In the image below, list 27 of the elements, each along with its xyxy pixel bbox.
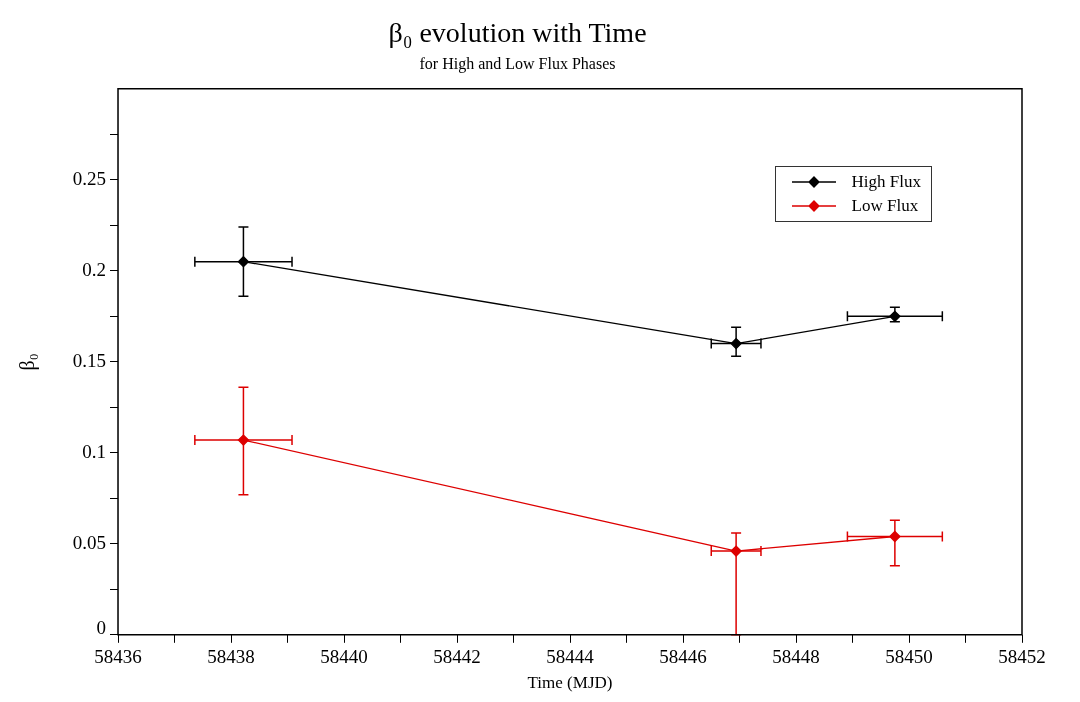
x-tick-label: 58446 bbox=[659, 646, 707, 668]
y-tick-label: 0 bbox=[96, 616, 106, 638]
y-tick-label: 0.05 bbox=[72, 531, 106, 553]
point bbox=[889, 310, 901, 322]
x-tick-label: 58436 bbox=[94, 646, 142, 668]
point bbox=[730, 337, 742, 350]
legend-label: High Flux bbox=[851, 171, 921, 193]
y-axis-title: β₀ bbox=[16, 353, 40, 371]
x-tick-label: 58448 bbox=[772, 646, 820, 668]
y-tick-label: 0.25 bbox=[72, 167, 106, 189]
point bbox=[889, 530, 901, 543]
y-tick-label: 0.1 bbox=[82, 440, 106, 462]
chart-subtitle: for High and Low Flux Phases bbox=[419, 55, 616, 74]
x-tick-label: 58440 bbox=[320, 646, 368, 668]
x-tick-label: 58438 bbox=[207, 646, 255, 668]
y-tick-label: 0.15 bbox=[72, 349, 106, 371]
legend-label: Low Flux bbox=[851, 195, 919, 217]
point bbox=[237, 434, 250, 446]
chart-title: β₀ evolution with Time bbox=[388, 17, 647, 49]
x-axis-title: Time (MJD) bbox=[527, 673, 613, 693]
x-tick-label: 58444 bbox=[546, 646, 595, 668]
point bbox=[237, 256, 250, 268]
x-tick-label: 58452 bbox=[998, 646, 1046, 668]
point bbox=[730, 545, 742, 557]
x-tick-label: 58442 bbox=[433, 646, 481, 668]
x-tick-label: 58450 bbox=[885, 646, 933, 668]
y-tick-label: 0.2 bbox=[82, 258, 106, 280]
